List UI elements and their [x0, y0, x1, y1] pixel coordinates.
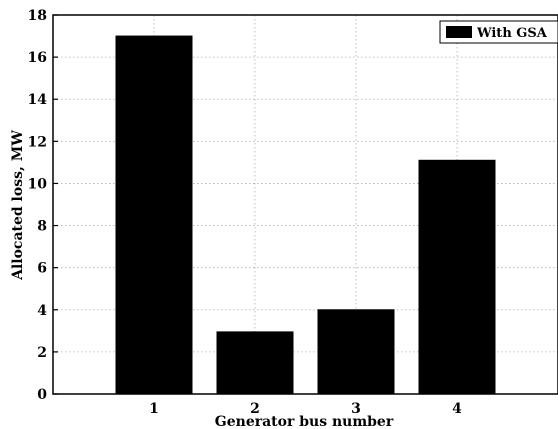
y-tick-label: 14: [28, 92, 48, 108]
x-tick-label: 4: [452, 401, 462, 417]
plot-frame: [52, 14, 558, 395]
x-tick-label: 3: [351, 401, 361, 417]
y-tick-label: 0: [37, 387, 47, 403]
y-tick-label: 12: [28, 134, 47, 150]
legend-entry-with-gsa: With GSA: [476, 26, 548, 41]
x-axis-ticks: 1 2 3 4: [149, 389, 462, 417]
y-tick-label: 8: [37, 219, 47, 235]
bar-bus-1: [115, 35, 193, 395]
bar-bus-2: [216, 331, 294, 395]
y-axis-label: Allocated loss, MW: [10, 130, 26, 281]
y-tick-label: 10: [28, 176, 48, 192]
y-tick-label: 6: [37, 261, 47, 277]
x-tick-label: 2: [250, 401, 260, 417]
bar-bus-3: [317, 309, 395, 395]
bar-bus-4: [418, 159, 496, 395]
bars: [115, 35, 496, 395]
legend: With GSA: [439, 20, 558, 44]
y-axis-ticks: 0 2 4 6 8 10 12 14 16 18: [28, 8, 58, 403]
y-tick-label: 2: [37, 345, 47, 361]
y-tick-label: 16: [28, 50, 47, 66]
y-tick-label: 18: [28, 8, 47, 24]
x-axis-label: Generator bus number: [215, 414, 394, 429]
legend-swatch: [446, 26, 472, 38]
x-tick-label: 1: [149, 401, 159, 417]
y-tick-label: 4: [37, 303, 47, 319]
